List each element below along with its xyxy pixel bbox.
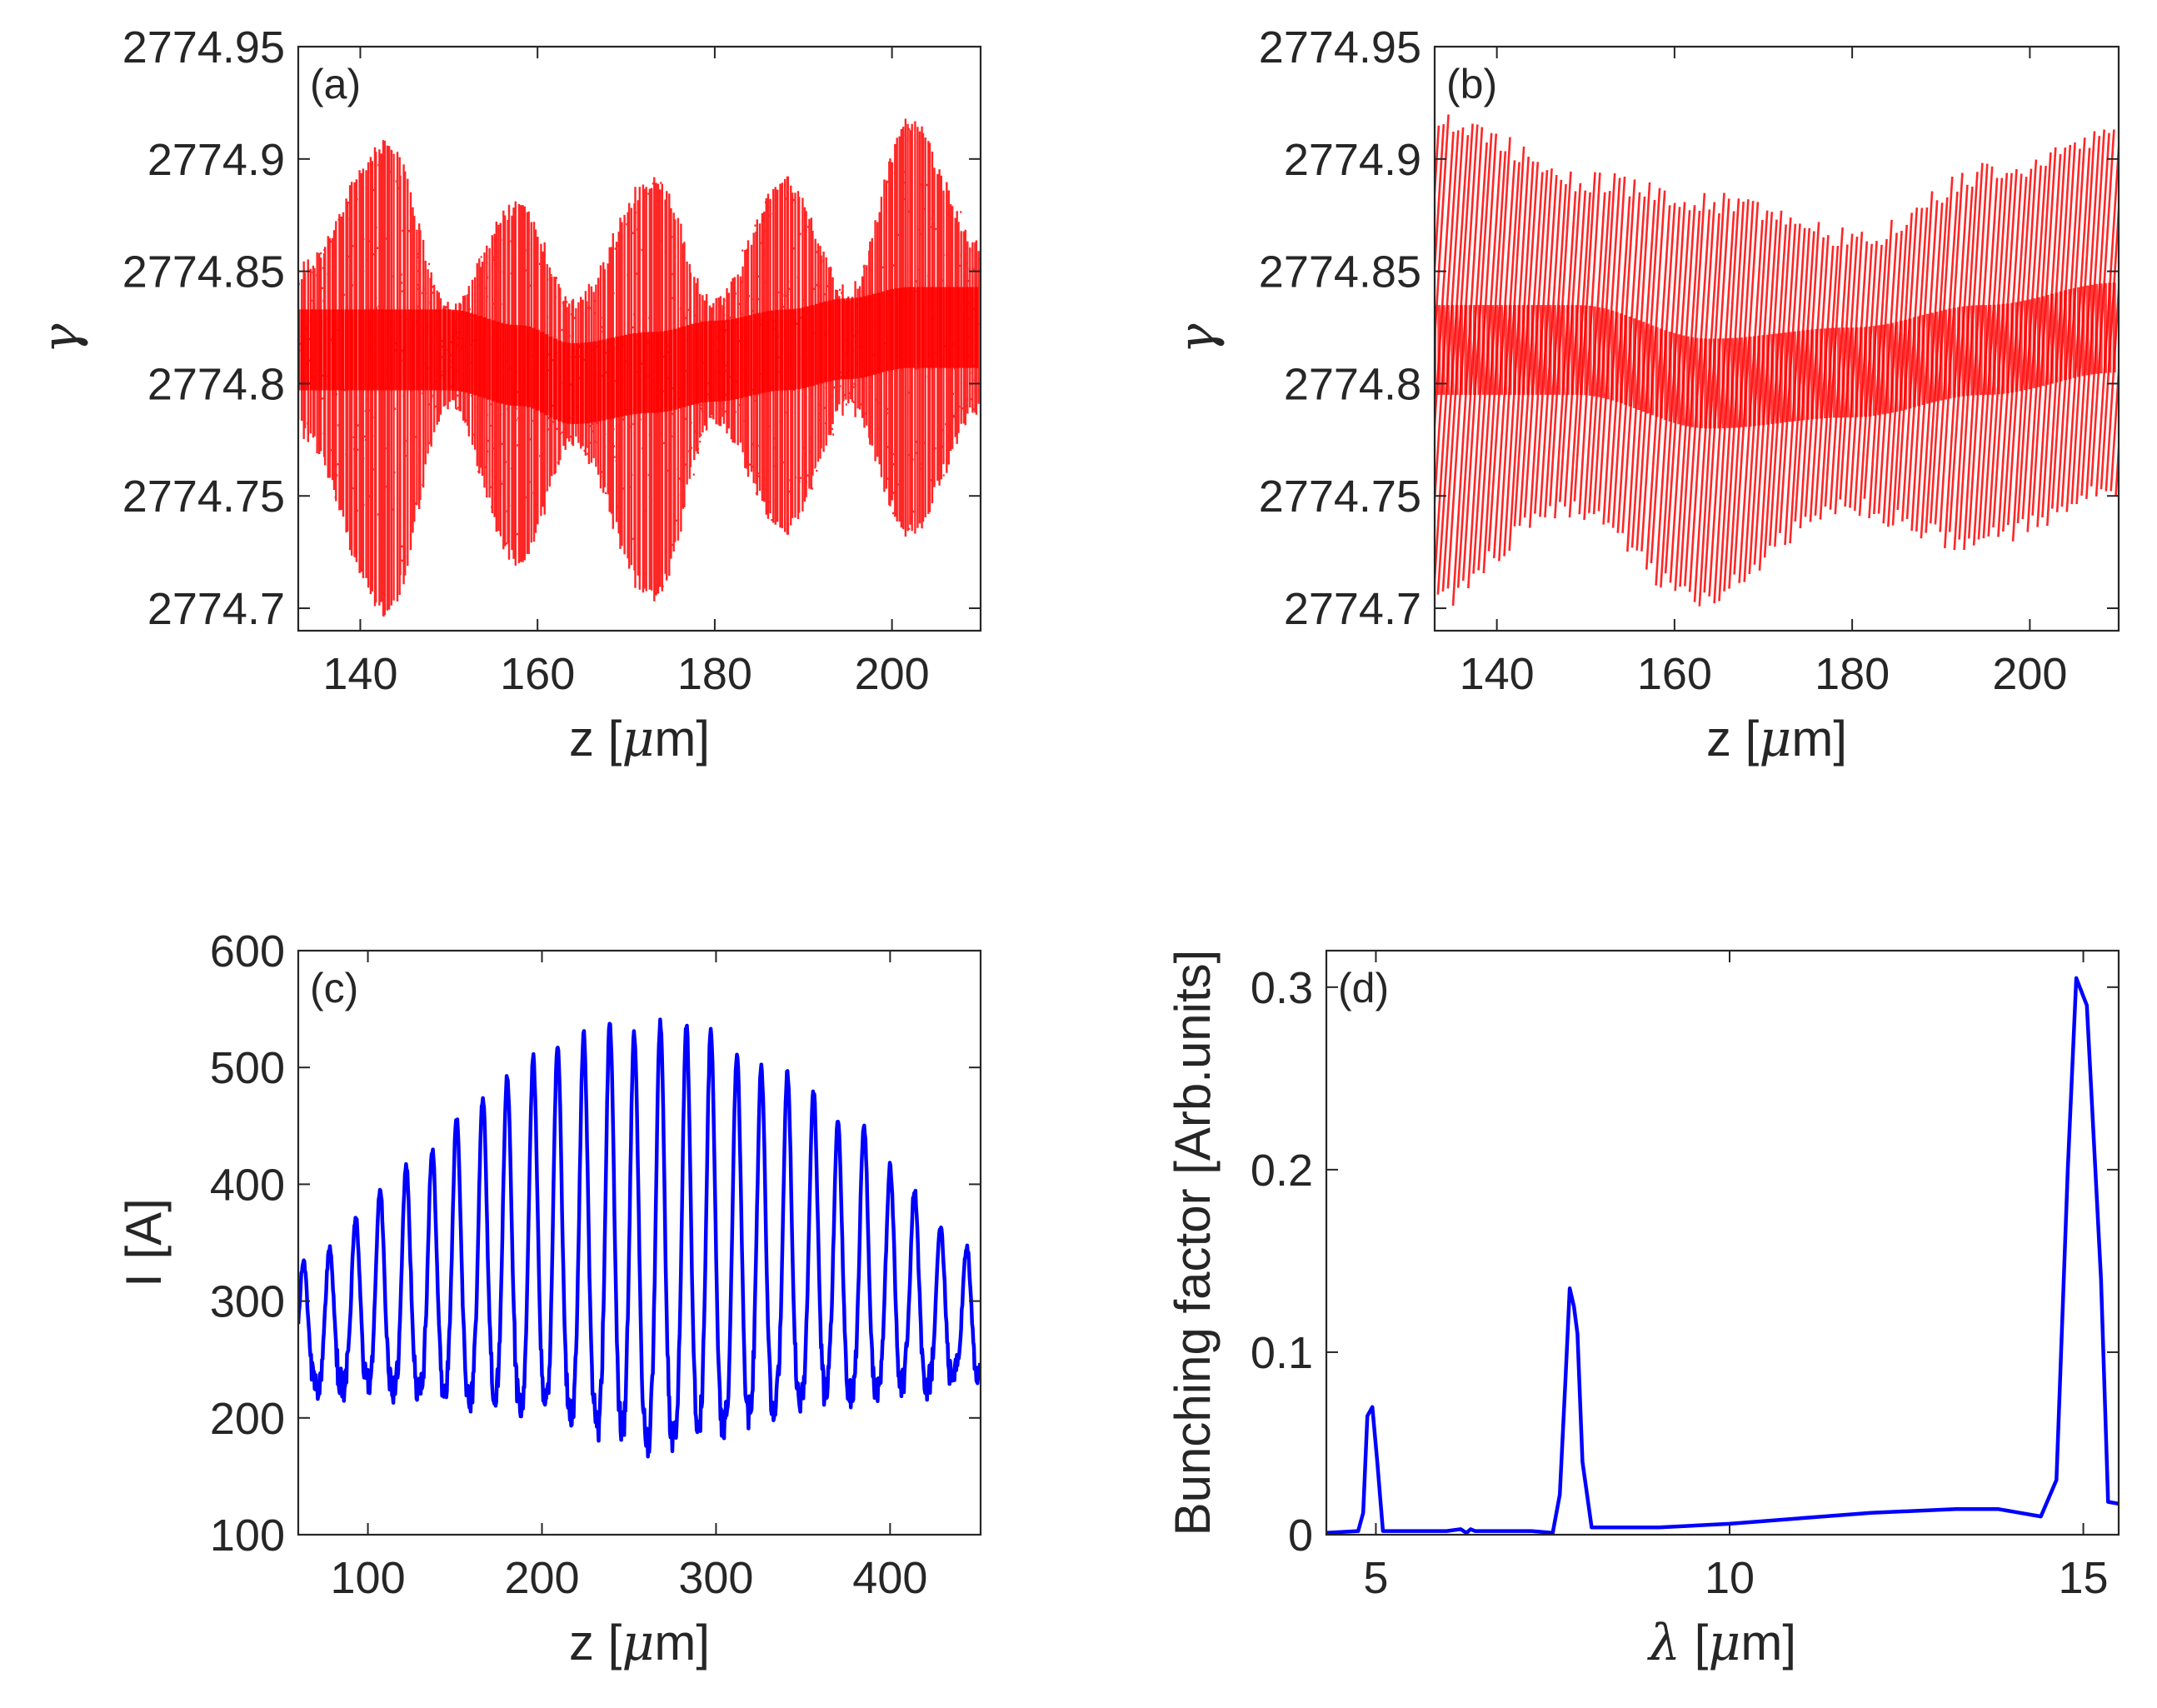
y-tick-label: 0 — [1288, 1511, 1313, 1561]
panel-c: 100 200 300 400 100 200 300 400 500 600 z [μm] I [A… — [116, 926, 982, 1672]
y-axis-label: I [A] — [116, 1198, 172, 1287]
y-tick-label: 2774.85 — [1259, 247, 1421, 297]
phase-space-core — [298, 287, 979, 424]
y-tick-label: 2774.75 — [1259, 472, 1421, 522]
y-tick-label: 500 — [210, 1043, 285, 1093]
panel-b: 140 160 180 200 2774.7 2774.75 2774.8 2774.85 27… — [1168, 22, 2120, 768]
y-tick-label: 0.1 — [1251, 1328, 1313, 1378]
axes-frame — [297, 45, 982, 632]
x-tick-label: 140 — [1460, 649, 1535, 699]
y-tick-label: 2774.8 — [1284, 359, 1421, 409]
y-tick-label: 0.3 — [1251, 963, 1313, 1013]
panel-label: (c) — [310, 965, 358, 1011]
x-tick-label: 300 — [678, 1553, 753, 1603]
y-tick-label: 2774.8 — [147, 359, 285, 409]
panel-d: 5 10 15 0 0.1 0.2 0.3 λ [μm] Bunching factor [Ar… — [1165, 949, 2120, 1672]
x-tick-label: 200 — [1992, 649, 2067, 699]
y-tick-label: 2774.9 — [147, 135, 285, 185]
y-tick-label: 2774.95 — [1259, 22, 1421, 72]
axes-frame — [1325, 949, 2120, 1536]
current-series-line — [298, 1017, 981, 1459]
x-tick-label: 10 — [1705, 1553, 1755, 1603]
y-tick-label: 2774.7 — [147, 584, 285, 634]
y-tick-label: 600 — [210, 926, 285, 976]
y-tick-label: 2774.75 — [122, 472, 285, 522]
x-axis-label: z [μm] — [1706, 710, 1847, 768]
y-tick-label: 400 — [210, 1160, 285, 1210]
x-tick-label: 160 — [500, 649, 575, 699]
panel-label: (a) — [310, 61, 361, 107]
panel-label: (b) — [1446, 61, 1497, 107]
y-tick-label: 2774.85 — [122, 247, 285, 297]
x-tick-label: 15 — [2059, 1553, 2109, 1603]
y-tick-label: 2774.9 — [1284, 135, 1421, 185]
scatter-points — [1435, 114, 2119, 607]
x-tick-label: 5 — [1363, 1553, 1388, 1603]
panel-label: (d) — [1338, 965, 1389, 1011]
y-tick-label: 0.2 — [1251, 1146, 1313, 1196]
x-tick-label: 180 — [677, 649, 752, 699]
x-axis-label: λ [μm] — [1647, 1614, 1796, 1672]
x-tick-label: 100 — [331, 1553, 406, 1603]
axes-frame — [1433, 45, 2120, 632]
y-axis-label: γ — [1168, 323, 1226, 353]
x-tick-label: 400 — [852, 1553, 927, 1603]
x-tick-label: 160 — [1637, 649, 1712, 699]
x-tick-label: 180 — [1815, 649, 1890, 699]
y-axis-label: γ — [32, 323, 90, 353]
panel-a: 140 160 180 200 2774.7 2774.75 2774.8 2774.85 27… — [32, 22, 982, 768]
y-tick-label: 2774.95 — [122, 22, 285, 72]
x-tick-label: 200 — [504, 1553, 579, 1603]
x-axis-label: z [μm] — [569, 1614, 710, 1672]
axes-frame — [297, 949, 982, 1536]
y-tick-label: 2774.7 — [1284, 584, 1421, 634]
x-tick-label: 140 — [322, 649, 397, 699]
bunching-series-line — [1326, 976, 2120, 1536]
x-tick-label: 200 — [855, 649, 930, 699]
y-tick-label: 300 — [210, 1277, 285, 1327]
y-tick-label: 200 — [210, 1394, 285, 1444]
y-tick-label: 100 — [210, 1511, 285, 1561]
phase-space-core — [1435, 282, 2116, 429]
y-axis-label: Bunching factor [Arb.units] — [1165, 950, 1221, 1536]
x-axis-label: z [μm] — [569, 710, 710, 768]
